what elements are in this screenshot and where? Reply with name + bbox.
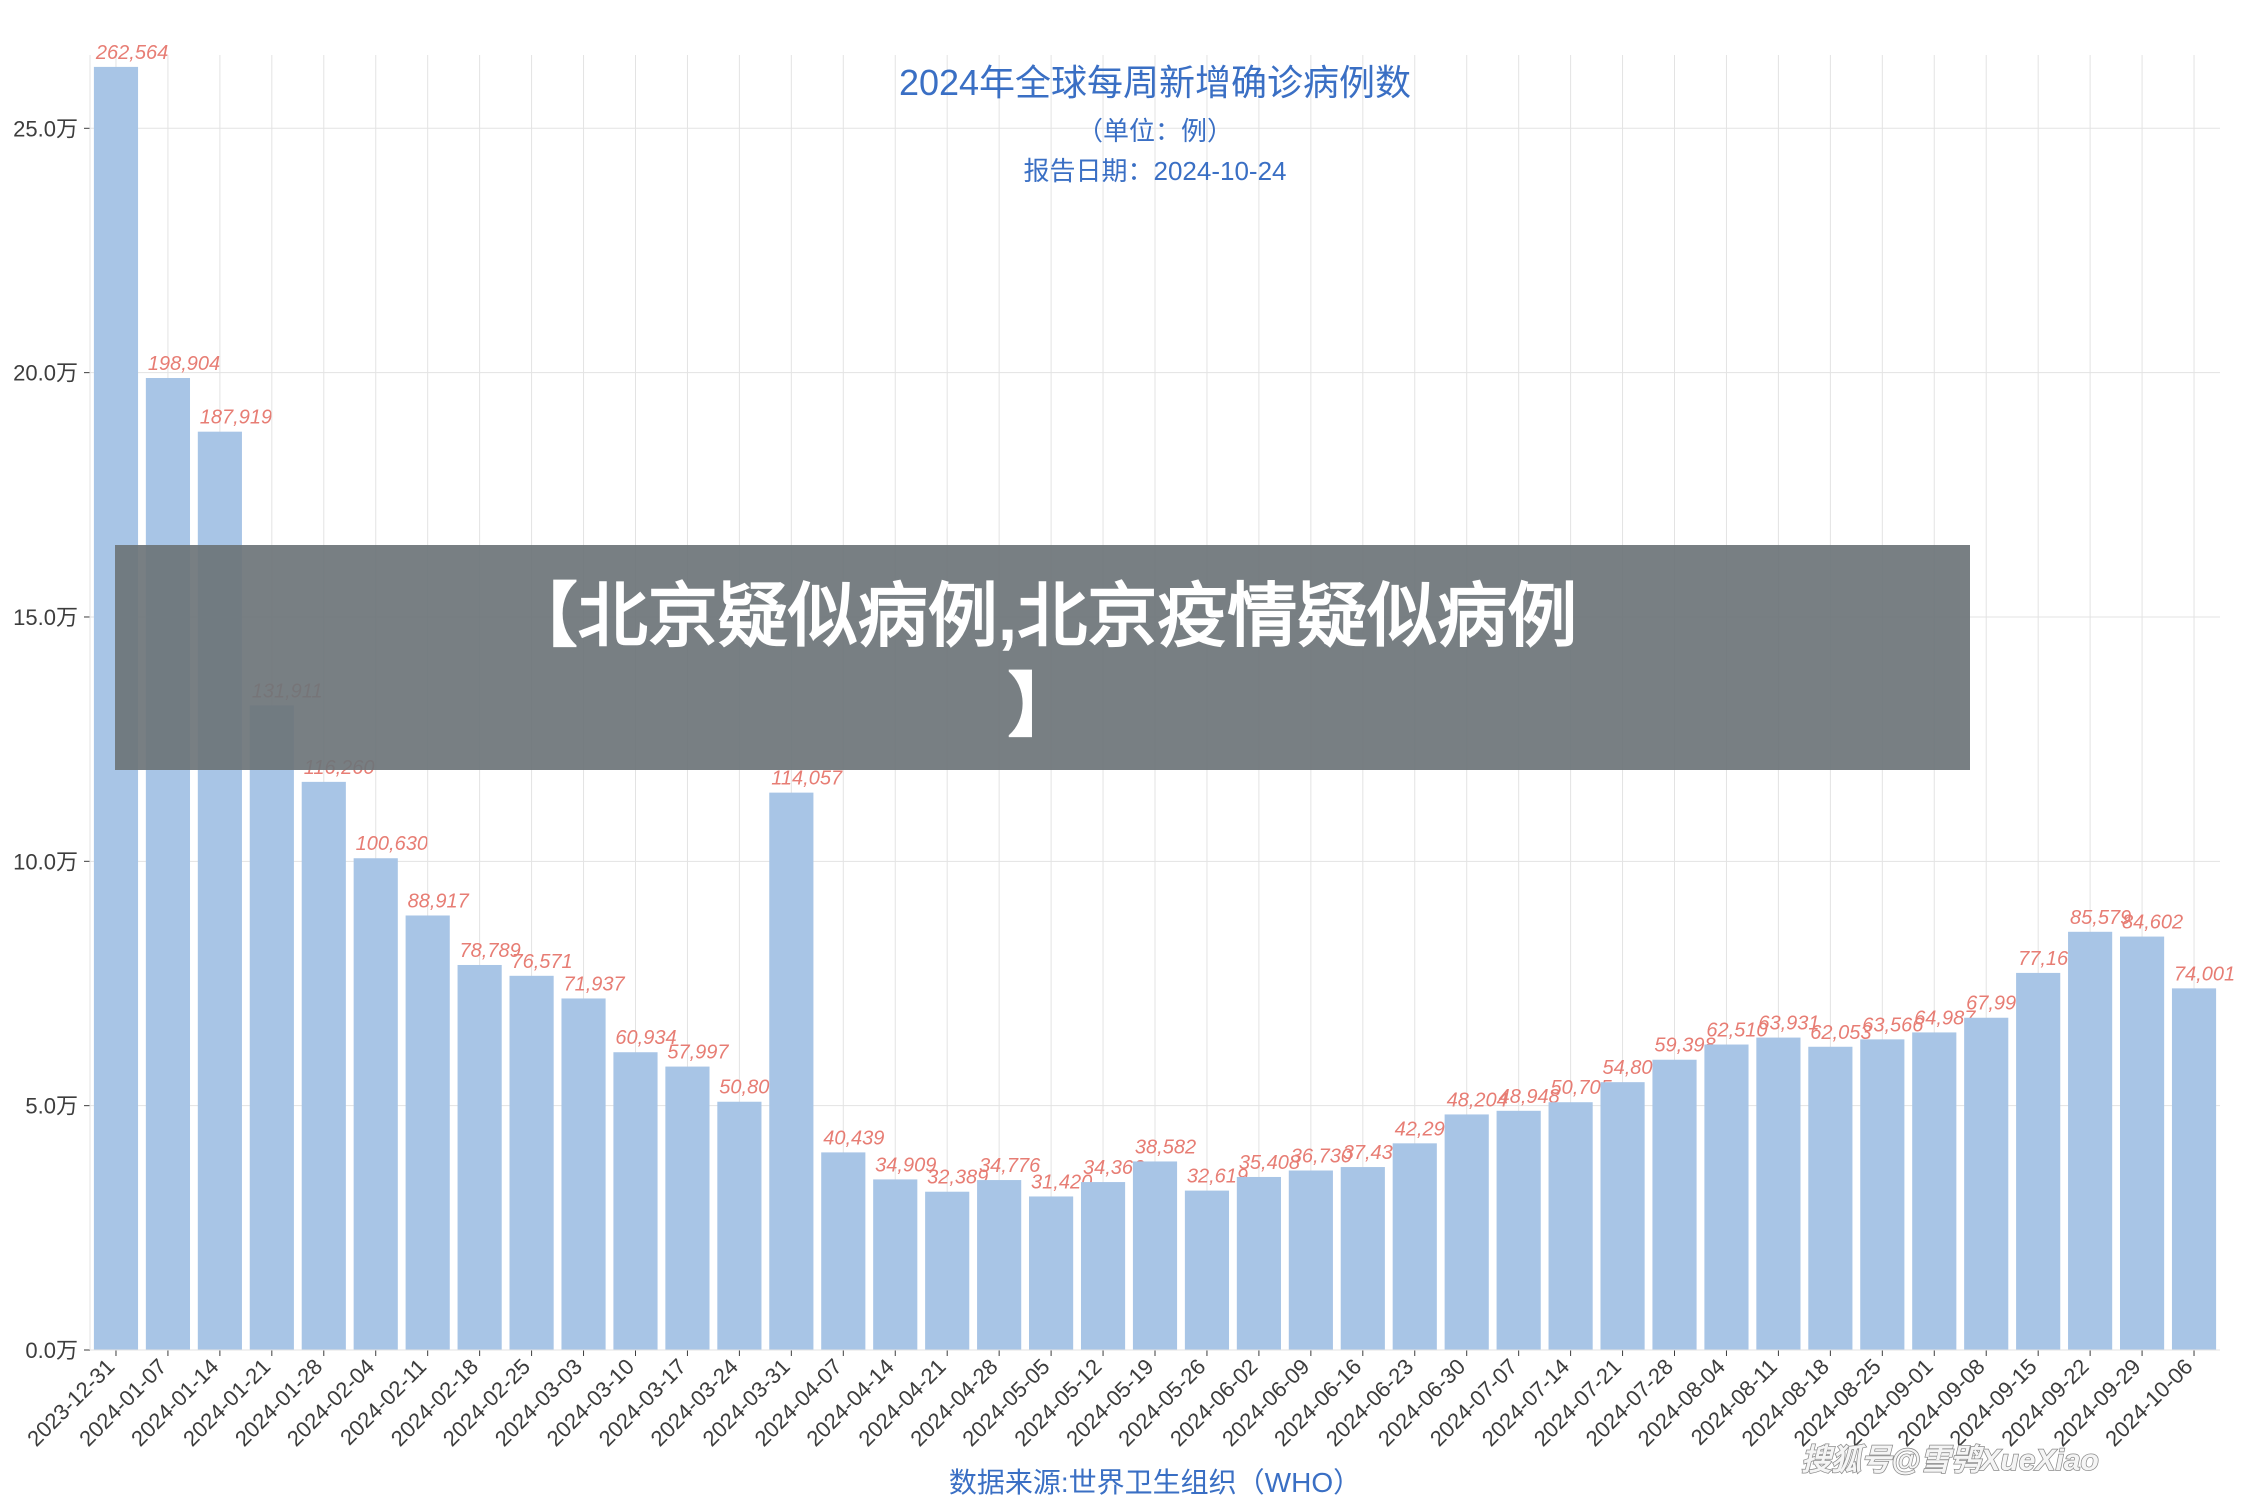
bar bbox=[561, 998, 605, 1350]
bar bbox=[2120, 937, 2164, 1350]
bar bbox=[613, 1052, 657, 1350]
bar bbox=[250, 705, 294, 1350]
bar-value-label: 71,937 bbox=[563, 973, 625, 995]
bar-value-label: 262,564 bbox=[95, 42, 168, 64]
bar-value-label: 88,917 bbox=[408, 890, 470, 912]
bar bbox=[1445, 1114, 1489, 1350]
bar bbox=[717, 1102, 761, 1350]
overlay-text-line1: 【北京疑似病例,北京疫情疑似病例 bbox=[508, 577, 1577, 655]
bar bbox=[1497, 1111, 1541, 1350]
bar bbox=[1549, 1102, 1593, 1350]
bar bbox=[1600, 1082, 1644, 1350]
bar-value-label: 100,630 bbox=[356, 833, 428, 855]
bar-value-label: 74,001 bbox=[2174, 963, 2235, 985]
y-tick-label: 25.0万 bbox=[13, 116, 78, 141]
bar bbox=[1029, 1196, 1073, 1350]
bar bbox=[1860, 1039, 1904, 1350]
bar-value-label: 84,602 bbox=[2122, 912, 2183, 934]
overlay-text-line2: 】 bbox=[1008, 667, 1078, 745]
bar-value-label: 40,439 bbox=[823, 1127, 884, 1149]
bar-value-label: 187,919 bbox=[200, 407, 272, 429]
chart-subtitle-unit: （单位：例） bbox=[1077, 116, 1233, 146]
y-tick-label: 0.0万 bbox=[25, 1338, 78, 1363]
bar bbox=[354, 858, 398, 1350]
bar-value-label: 198,904 bbox=[148, 353, 220, 375]
bar bbox=[1652, 1060, 1696, 1350]
y-tick-label: 15.0万 bbox=[13, 605, 78, 630]
bar bbox=[1289, 1171, 1333, 1350]
bar bbox=[2172, 988, 2216, 1350]
bar bbox=[406, 915, 450, 1350]
source-text: 数据来源:世界卫生组织（WHO） bbox=[949, 1467, 1361, 1498]
bar bbox=[821, 1152, 865, 1350]
bar bbox=[1081, 1182, 1125, 1350]
bar bbox=[1341, 1167, 1385, 1350]
bar bbox=[1808, 1047, 1852, 1350]
watermark-text: 搜狐号@雪鸮XueXiao bbox=[1801, 1444, 2099, 1477]
bar bbox=[146, 378, 190, 1350]
bar-value-label: 114,057 bbox=[771, 768, 843, 790]
bar bbox=[1133, 1161, 1177, 1350]
bar bbox=[1756, 1038, 1800, 1350]
bar bbox=[2016, 973, 2060, 1350]
bar-value-label: 76,571 bbox=[512, 951, 573, 973]
bar bbox=[925, 1192, 969, 1350]
bar bbox=[665, 1067, 709, 1350]
bar bbox=[873, 1179, 917, 1350]
bar bbox=[458, 965, 502, 1350]
bar bbox=[977, 1180, 1021, 1350]
bar bbox=[1393, 1143, 1437, 1350]
chart-title: 2024年全球每周新增确诊病例数 bbox=[899, 62, 1411, 103]
bar bbox=[1964, 1018, 2008, 1350]
chart-container: 0.0万5.0万10.0万15.0万20.0万25.0万262,5642023-… bbox=[0, 0, 2250, 1500]
bar-value-label: 57,997 bbox=[667, 1042, 729, 1064]
bar bbox=[1237, 1177, 1281, 1350]
bar-value-label: 38,582 bbox=[1135, 1136, 1196, 1158]
bar bbox=[1912, 1032, 1956, 1350]
bar bbox=[769, 793, 813, 1350]
bar bbox=[1704, 1045, 1748, 1350]
bar bbox=[2068, 932, 2112, 1350]
bar bbox=[1185, 1191, 1229, 1350]
bar bbox=[510, 976, 554, 1350]
y-tick-label: 10.0万 bbox=[13, 849, 78, 874]
chart-svg: 0.0万5.0万10.0万15.0万20.0万25.0万262,5642023-… bbox=[0, 0, 2250, 1500]
y-tick-label: 5.0万 bbox=[25, 1094, 78, 1119]
chart-subtitle-date: 报告日期：2024-10-24 bbox=[1024, 156, 1287, 186]
bar bbox=[302, 782, 346, 1350]
y-tick-label: 20.0万 bbox=[13, 361, 78, 386]
